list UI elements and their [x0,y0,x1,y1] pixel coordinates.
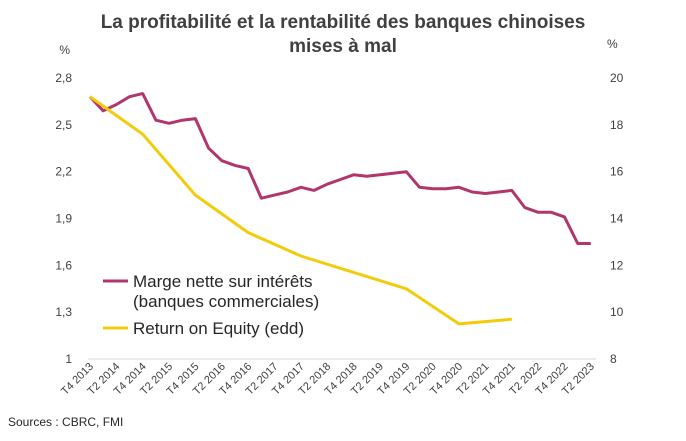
right-tick-label: 12 [610,258,624,272]
left-tick-label: 1 [65,352,72,366]
legend-label-roe: Return on Equity (edd) [133,319,304,338]
right-axis-unit: % [607,37,618,51]
right-tick-label: 20 [610,71,624,85]
left-axis-unit: % [59,43,70,57]
chart-title-line-1: La profitabilité et la rentabilité des b… [101,12,586,33]
series-line-nim [88,92,591,245]
right-axis-ticks: 8 10 12 14 16 18 20 [610,71,624,366]
right-tick-label: 8 [610,352,617,366]
legend: Marge nette sur intérêts (banques commer… [103,272,319,338]
source-note: Sources : CBRC, FMI [8,415,123,429]
right-tick-label: 18 [610,118,624,132]
left-axis-ticks: 1 1,3 1,6 1,9 2,2 2,5 2,8 [55,71,72,366]
chart-title-line-2: mises à mal [289,36,397,57]
left-tick-label: 2,8 [55,71,72,85]
left-tick-label: 2,2 [55,165,72,179]
right-tick-label: 16 [610,165,624,179]
series-layer [88,92,591,326]
series-line-roe [89,95,512,326]
left-tick-label: 1,9 [55,212,72,226]
left-tick-label: 1,6 [55,258,72,272]
legend-label-nim-line-2: (banques commerciales) [133,292,319,311]
right-tick-label: 14 [610,212,624,226]
legend-label-nim-line-1: Marge nette sur intérêts [133,272,313,291]
left-tick-label: 1,3 [55,305,72,319]
left-tick-label: 2,5 [55,118,72,132]
right-tick-label: 10 [610,305,624,319]
